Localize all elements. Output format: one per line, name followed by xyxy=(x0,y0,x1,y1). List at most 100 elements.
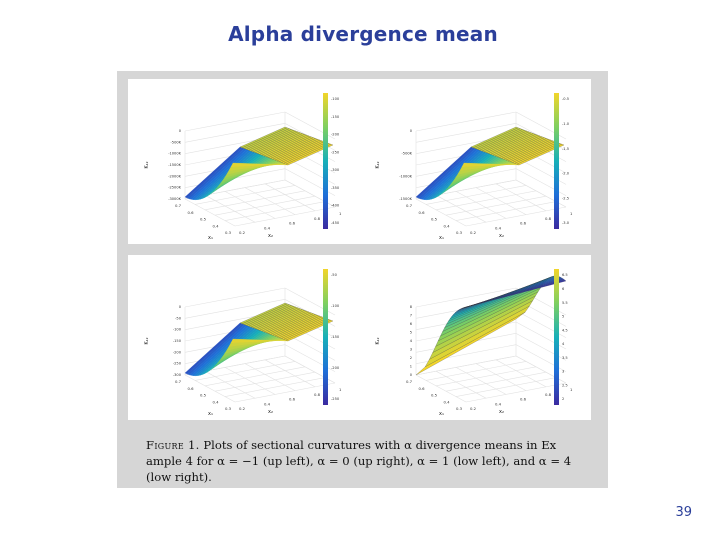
z-ticks: 8 7 6 5 4 3 2 1 0 xyxy=(410,305,413,377)
caption-label: Figure 1. xyxy=(146,438,200,452)
colorbar-tick-label: 3 xyxy=(562,370,564,374)
surface-plot: 8 7 6 5 4 3 2 1 0 K₁₂ 0.7 0.6 0.5 0.4 0.3 0.2 0.4 0.6 0.8 1… xyxy=(375,269,573,417)
x1-tick-label: 0.7 xyxy=(175,379,182,384)
x1-tick-label: 0.5 xyxy=(200,393,207,398)
colorbar-tick-label: -1.5 xyxy=(562,147,569,151)
z-tick-label: -500K xyxy=(170,140,181,144)
x1-tick-label: 0.6 xyxy=(418,386,425,391)
x1-tick-label: 0.6 xyxy=(187,386,194,391)
colorbar-tick-label: -250 xyxy=(331,150,340,154)
x2-tick-label: 0.6 xyxy=(520,221,527,226)
z-ticks: 0 -500K -1000K -1500K -2000K -2500K -3000K xyxy=(168,129,182,201)
colorbar-gradient xyxy=(554,269,559,405)
colorbar-tick-label: -300 xyxy=(331,168,340,172)
x2-tick-label: 1 xyxy=(339,211,342,216)
x2-tick-label: 0.4 xyxy=(264,225,271,230)
x1-tick-label: 0.6 xyxy=(187,210,194,215)
z-axis-label: K₁₂ xyxy=(375,337,381,344)
colorbar-gradient xyxy=(323,93,328,229)
x1-tick-label: 0.3 xyxy=(225,230,232,235)
colorbar-tick-label: -100 xyxy=(331,304,340,308)
z-tick-label: 8 xyxy=(410,305,413,309)
colorbar-tick-label: 2 xyxy=(562,397,564,401)
x2-axis-label: x₂ xyxy=(268,233,273,239)
x2-ticks: 0.2 0.4 0.6 0.8 1 xyxy=(470,387,573,411)
z-tick-label: -250 xyxy=(173,362,182,366)
x1-ticks: 0.7 0.6 0.5 0.4 0.3 xyxy=(175,379,232,411)
plot-up-left: 0 -500K -1000K -1500K -2000K -2500K -3000K K₁₂ 0… xyxy=(128,79,360,244)
page-number: 39 xyxy=(675,505,692,520)
x2-ticks: 0.2 0.4 0.6 0.8 1 xyxy=(470,211,573,235)
x1-tick-label: 0.3 xyxy=(456,406,463,411)
x1-tick-label: 0.5 xyxy=(200,217,207,222)
z-axis-label: K₁₂ xyxy=(375,161,381,168)
x2-tick-label: 0.8 xyxy=(545,216,552,221)
z-tick-label: -500K xyxy=(401,152,412,156)
x2-tick-label: 0.2 xyxy=(470,230,477,235)
x2-ticks: 0.2 0.4 0.6 0.8 1 xyxy=(239,387,342,411)
z-tick-label: 7 xyxy=(410,314,412,318)
z-tick-label: 5 xyxy=(410,331,412,335)
z-tick-label: 2 xyxy=(410,356,412,360)
x1-tick-label: 0.4 xyxy=(212,223,219,228)
x2-tick-label: 0.4 xyxy=(495,401,502,406)
x2-tick-label: 1 xyxy=(570,387,573,392)
z-tick-label: -1000K xyxy=(168,152,181,156)
z-tick-label: -2000K xyxy=(168,174,181,178)
z-ticks: 0 -500K -1000K -1500K xyxy=(399,129,413,201)
x1-tick-label: 0.3 xyxy=(225,406,232,411)
x1-tick-label: 0.7 xyxy=(406,379,413,384)
z-tick-label: -1500K xyxy=(168,163,181,167)
colorbar-tick-label: 6.5 xyxy=(562,273,568,277)
colorbar-tick-label: -0.5 xyxy=(562,97,569,101)
colorbar: -100 -150 -200 -250 -300 -350 -400 -450 xyxy=(323,93,340,229)
z-tick-label: 6 xyxy=(410,322,413,326)
z-tick-label: 0 xyxy=(410,373,413,377)
x2-tick-label: 0.2 xyxy=(239,230,246,235)
z-tick-label: -2500K xyxy=(168,186,181,190)
colorbar-tick-label: -1.0 xyxy=(562,122,570,126)
z-axis-label: K₁₂ xyxy=(144,337,150,344)
x2-tick-label: 1 xyxy=(339,387,342,392)
axes-box xyxy=(415,111,567,227)
colorbar-tick-label: -100 xyxy=(331,97,340,101)
axes-box xyxy=(184,287,336,403)
z-axis-label: K₁₂ xyxy=(144,161,150,168)
surface-plot: 0 -500K -1000K -1500K -2000K -2500K -3000K K₁₂ 0… xyxy=(144,93,342,241)
colorbar: 6.5 6 5.5 5 4.5 4 3.5 3 2.5 2 xyxy=(554,269,568,405)
caption-text: Plots of sectional curvatures with α div… xyxy=(146,438,572,484)
z-tick-label: -1000K xyxy=(399,174,412,178)
surface xyxy=(415,126,565,200)
x2-tick-label: 0.8 xyxy=(545,392,552,397)
x2-axis-label: x₂ xyxy=(268,409,273,415)
surface xyxy=(184,126,334,200)
axes-box xyxy=(184,111,336,227)
z-tick-label: 3 xyxy=(410,348,412,352)
colorbar-tick-label: -150 xyxy=(331,115,340,119)
surface xyxy=(184,302,334,376)
z-tick-label: -300 xyxy=(173,373,182,377)
colorbar-tick-label: 4 xyxy=(562,342,565,346)
x2-tick-label: 1 xyxy=(570,211,573,216)
z-tick-label: 0 xyxy=(410,129,413,133)
x1-tick-label: 0.4 xyxy=(443,399,450,404)
x2-tick-label: 0.8 xyxy=(314,392,321,397)
x2-tick-label: 0.6 xyxy=(520,397,527,402)
z-tick-label: -200 xyxy=(173,350,182,354)
x2-ticks: 0.2 0.4 0.6 0.8 1 xyxy=(239,211,342,235)
x2-tick-label: 0.6 xyxy=(289,221,296,226)
plot-up-right: 0 -500K -1000K -1500K K₁₂ 0.7 0.6 0.5 0.4 0.3 0.2 0… xyxy=(359,79,591,244)
x1-tick-label: 0.4 xyxy=(212,399,219,404)
x1-axis-label: x₁ xyxy=(208,411,213,417)
colorbar-tick-label: -3.0 xyxy=(562,221,570,225)
z-tick-label: 1 xyxy=(410,365,412,369)
x2-tick-label: 0.4 xyxy=(264,401,271,406)
x2-tick-label: 0.8 xyxy=(314,216,321,221)
z-tick-label: -150 xyxy=(173,339,182,343)
x1-tick-label: 0.5 xyxy=(431,393,438,398)
colorbar-tick-label: -150 xyxy=(331,335,340,339)
x1-tick-label: 0.7 xyxy=(175,203,182,208)
x2-axis-label: x₂ xyxy=(499,233,504,239)
surface-plot: 0-50-100-150-200-250-300K₁₂0.70.60.50.40… xyxy=(144,269,342,417)
